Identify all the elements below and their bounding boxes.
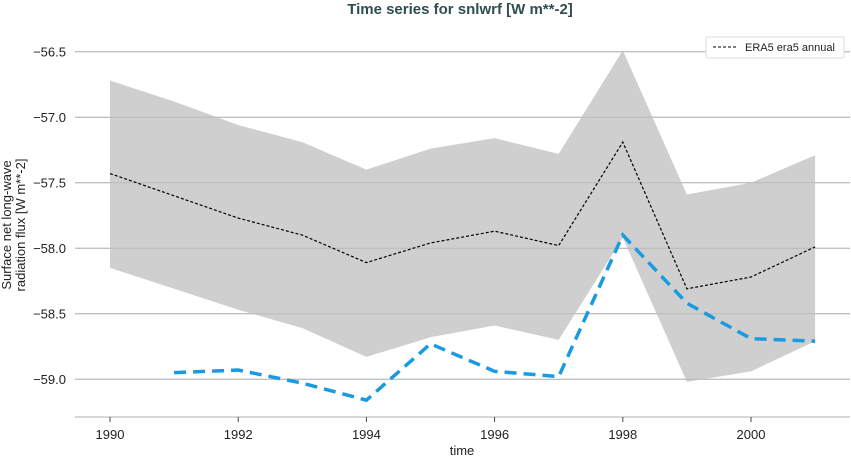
uncertainty-band xyxy=(110,50,816,382)
x-tick-label: 1996 xyxy=(480,427,509,442)
x-tick-label: 1994 xyxy=(352,427,381,442)
x-tick-label: 1990 xyxy=(96,427,125,442)
y-axis-label-line2: radiation flux [W m**-2] xyxy=(13,159,28,292)
x-tick-label: 2000 xyxy=(737,427,766,442)
chart-title: Time series for snlwrf [W m**-2] xyxy=(347,1,573,18)
y-tick-label: −57.0 xyxy=(33,110,66,125)
era5-series-line xyxy=(109,140,816,290)
blue-series-line xyxy=(174,231,816,403)
legend-label-era5: ERA5 era5 annual xyxy=(745,42,835,54)
x-axis-label: time xyxy=(450,443,475,457)
y-axis-label-line1: Surface net long-wave xyxy=(0,160,14,289)
legend: ERA5 era5 annual xyxy=(705,36,845,59)
y-tick-label: −58.5 xyxy=(33,307,66,322)
y-tick-label: −59.0 xyxy=(33,372,66,387)
y-tick-label: −57.5 xyxy=(33,176,66,191)
x-tick-label: 1992 xyxy=(224,427,253,442)
x-tick-label: 1998 xyxy=(608,427,637,442)
legend-box xyxy=(705,36,845,59)
y-tick-label: −56.5 xyxy=(33,45,66,60)
y-tick-label: −58.0 xyxy=(33,241,66,256)
